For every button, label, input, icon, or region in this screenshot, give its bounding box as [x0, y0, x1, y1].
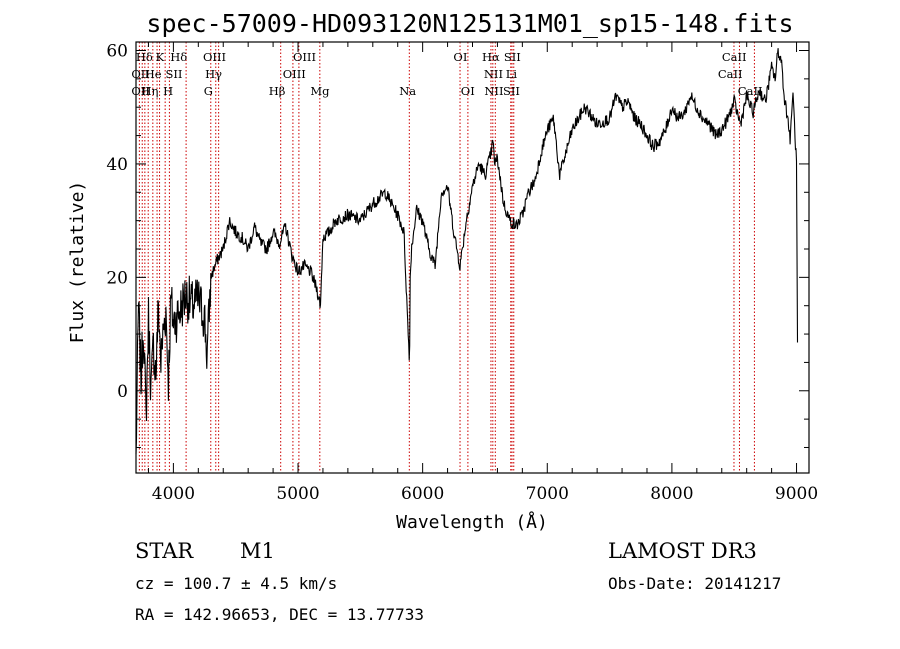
x-axis-label: Wavelength (Å)	[396, 511, 548, 533]
line-label-7: SII	[504, 50, 521, 64]
spectrum-line	[135, 48, 799, 454]
x-tick-label-3: 7000	[526, 484, 569, 504]
line-label-24: OI	[461, 84, 475, 98]
redshift-cz: cz = 100.7 ± 4.5 km/s	[135, 574, 338, 593]
y-tick-label-3: 60	[106, 42, 128, 62]
coordinates: RA = 142.96653, DEC = 13.77733	[135, 605, 424, 624]
chart-title: spec-57009-HD093120N125131M01_sp15-148.f…	[146, 9, 793, 38]
line-label-17: CaII	[718, 67, 743, 81]
line-label-2: Hδ	[170, 50, 187, 64]
line-label-6: Hα	[482, 50, 500, 64]
line-label-11: SII	[166, 67, 183, 81]
object-subclass: M1	[240, 539, 275, 563]
y-tick-label-2: 40	[106, 155, 128, 175]
x-tick-label-1: 5000	[276, 484, 319, 504]
line-label-16: Li	[506, 67, 518, 81]
line-label-22: Hβ	[269, 84, 286, 98]
x-tick-label-2: 6000	[401, 484, 444, 504]
line-label-8: CaII	[722, 50, 747, 64]
line-label-12: Hγ	[205, 67, 222, 81]
line-label-14: Na	[399, 84, 416, 98]
axis-ticks: 4000 5000 6000 7000 8000 9000 0 20 40 60	[106, 42, 818, 504]
survey-name: LAMOST DR3	[608, 539, 757, 563]
observation-date: Obs-Date: 20141217	[608, 574, 782, 593]
emission-line-markers	[138, 42, 755, 473]
line-label-1: K	[156, 50, 165, 64]
line-label-26: SII	[503, 84, 520, 98]
x-tick-label-4: 8000	[650, 484, 693, 504]
x-tick-label-5: 9000	[775, 484, 818, 504]
line-label-21: G	[204, 84, 213, 98]
y-axis-label: Flux (relative)	[67, 181, 88, 344]
y-tick-label-1: 20	[106, 268, 128, 288]
x-tick-label-0: 4000	[152, 484, 195, 504]
plot-frame	[135, 41, 810, 474]
line-label-4: OIII	[293, 50, 316, 64]
line-label-13: OIII	[283, 67, 306, 81]
line-label-20: H	[163, 84, 173, 98]
line-label-15: NII	[484, 67, 503, 81]
line-label-0: Hδ	[136, 50, 153, 64]
object-class: STAR	[135, 539, 194, 563]
line-label-10: He	[145, 67, 162, 81]
line-label-19: Hη	[141, 84, 158, 98]
y-tick-label-0: 0	[117, 382, 128, 402]
line-label-25: NII	[484, 84, 503, 98]
line-label-27: CaII	[738, 84, 763, 98]
line-label-5: OI	[453, 50, 467, 64]
line-label-23: Mg	[310, 84, 330, 98]
line-label-3: OIII	[203, 50, 226, 64]
